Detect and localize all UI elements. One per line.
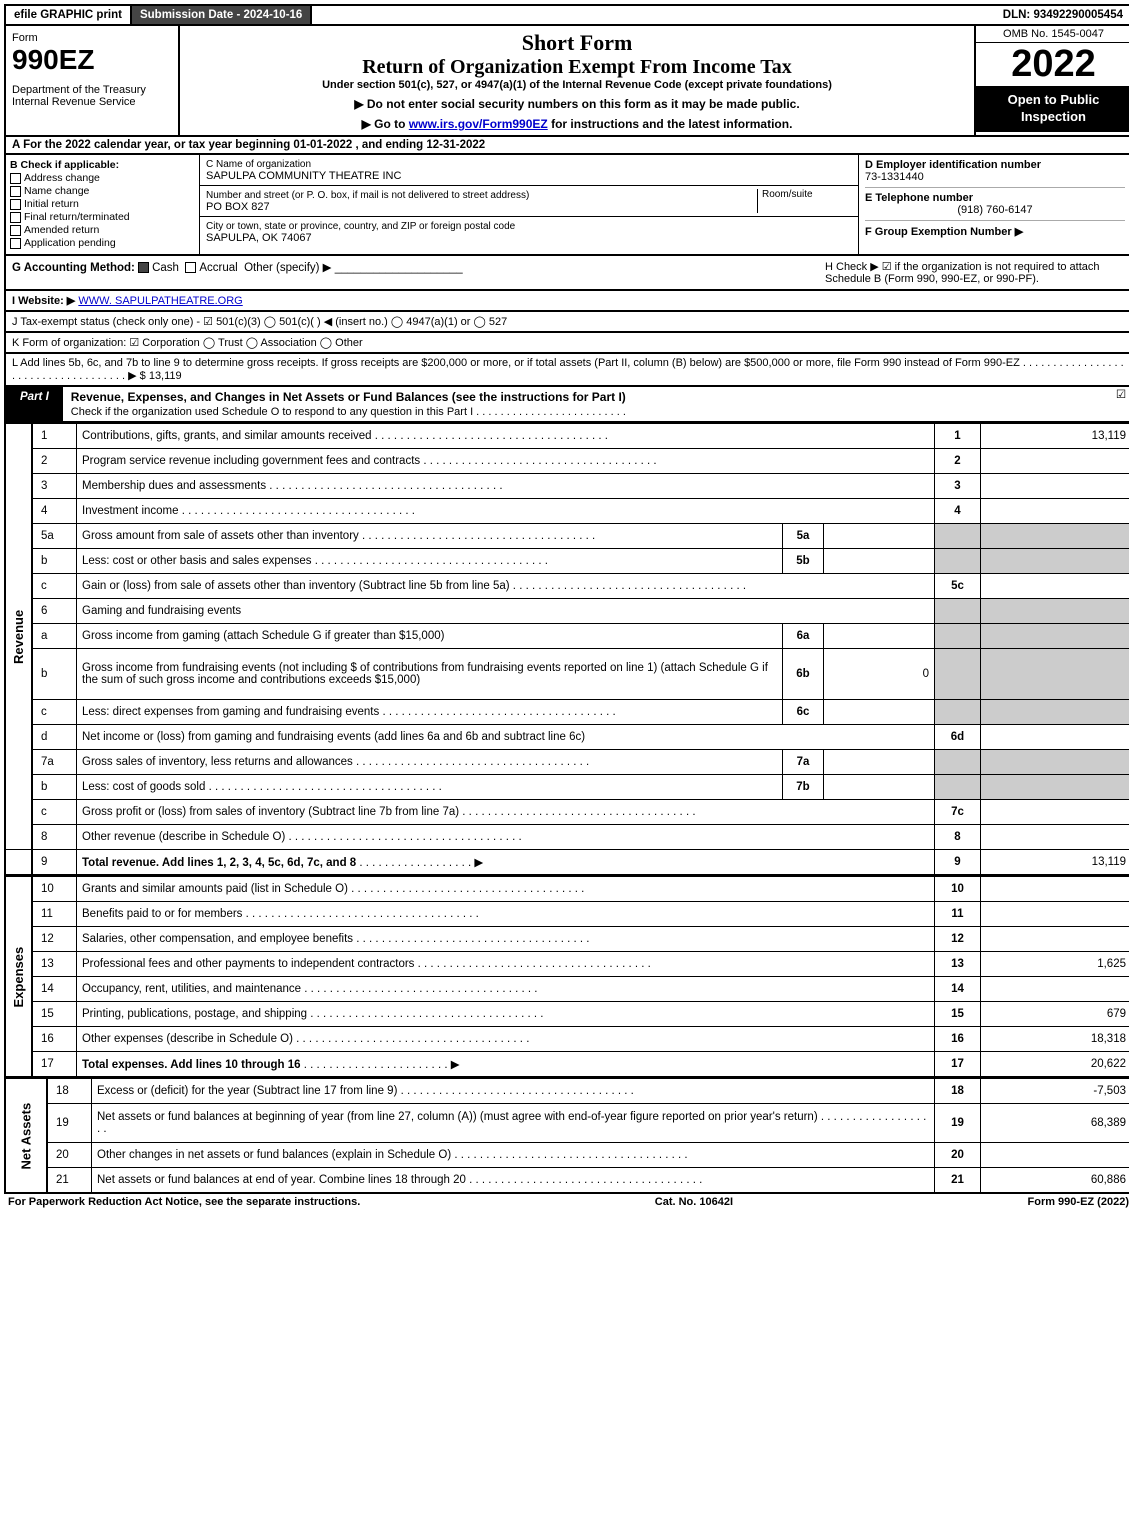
under-section-text: Under section 501(c), 527, or 4947(a)(1)… [184, 79, 970, 91]
dept-label: Department of the Treasury Internal Reve… [12, 84, 172, 108]
i-website-label: I Website: ▶ [12, 295, 75, 307]
val-line-5c [981, 574, 1129, 599]
header-left: Form 990EZ Department of the Treasury In… [6, 26, 180, 135]
form-number: 990EZ [12, 44, 172, 76]
val-line-12 [981, 927, 1129, 952]
page-footer: For Paperwork Reduction Act Notice, see … [4, 1194, 1129, 1210]
c-city-label: City or town, state or province, country… [206, 221, 515, 232]
row-g-h: G Accounting Method: Cash Accrual Other … [4, 256, 1129, 291]
g-label: G Accounting Method: [12, 262, 135, 274]
inspection-notice: Open to Public Inspection [976, 86, 1129, 132]
submission-date: Submission Date - 2024-10-16 [132, 6, 312, 24]
val-line-19: 68,389 [981, 1104, 1129, 1143]
b-label: B Check if applicable: [10, 159, 119, 171]
val-line-14 [981, 977, 1129, 1002]
revenue-table: Revenue 1 Contributions, gifts, grants, … [4, 423, 1129, 876]
val-line-13: 1,625 [981, 952, 1129, 977]
chk-address-change[interactable]: Address change [10, 172, 195, 184]
footer-cat-no: Cat. No. 10642I [655, 1196, 733, 1208]
phone-value: (918) 760-6147 [865, 204, 1125, 216]
short-form-title: Short Form [184, 30, 970, 56]
header-right: OMB No. 1545-0047 2022 Open to Public In… [974, 26, 1129, 135]
form-header: Form 990EZ Department of the Treasury In… [4, 26, 1129, 137]
footer-left: For Paperwork Reduction Act Notice, see … [8, 1196, 360, 1208]
netassets-sidelabel: Net Assets [5, 1079, 47, 1194]
form-word: Form [12, 32, 38, 44]
chk-name-change[interactable]: Name change [10, 185, 195, 197]
val-line-11 [981, 902, 1129, 927]
part-i-title: Revenue, Expenses, and Changes in Net As… [63, 387, 1111, 421]
row-k: K Form of organization: ☑ Corporation ◯ … [4, 333, 1129, 354]
row-j: J Tax-exempt status (check only one) - ☑… [4, 312, 1129, 333]
c-street-label: Number and street (or P. O. box, if mail… [206, 190, 529, 201]
tax-year: 2022 [976, 43, 1129, 86]
val-line-3 [981, 474, 1129, 499]
row-a-calendar: A For the 2022 calendar year, or tax yea… [4, 137, 1129, 155]
val-line-4 [981, 499, 1129, 524]
instruction-link: ▶ Go to www.irs.gov/Form990EZ for instru… [184, 117, 970, 131]
org-name: SAPULPA COMMUNITY THEATRE INC [206, 170, 401, 182]
omb-number: OMB No. 1545-0047 [976, 26, 1129, 43]
chk-cash[interactable] [138, 262, 149, 273]
val-line-8 [981, 825, 1129, 850]
val-line-16: 18,318 [981, 1027, 1129, 1052]
val-line-7c [981, 800, 1129, 825]
val-line-15: 679 [981, 1002, 1129, 1027]
col-c-nameaddr: C Name of organization SAPULPA COMMUNITY… [200, 155, 859, 254]
col-d-ein: D Employer identification number 73-1331… [859, 155, 1129, 254]
part-i-header: Part I Revenue, Expenses, and Changes in… [4, 387, 1129, 423]
netassets-table: Net Assets 18 Excess or (deficit) for th… [4, 1078, 1129, 1194]
val-line-6d [981, 725, 1129, 750]
val-line-21: 60,886 [981, 1168, 1129, 1194]
val-line-10 [981, 877, 1129, 902]
main-info-block: B Check if applicable: Address change Na… [4, 155, 1129, 256]
val-line-2 [981, 449, 1129, 474]
return-title: Return of Organization Exempt From Incom… [184, 56, 970, 79]
val-line-17: 20,622 [981, 1052, 1129, 1078]
val-line-9: 13,119 [981, 850, 1129, 876]
chk-final-return[interactable]: Final return/terminated [10, 211, 195, 223]
header-mid: Short Form Return of Organization Exempt… [180, 26, 974, 135]
e-label: E Telephone number [865, 192, 973, 204]
revenue-sidelabel: Revenue [5, 424, 32, 850]
f-label: F Group Exemption Number ▶ [865, 226, 1023, 238]
d-label: D Employer identification number [865, 159, 1041, 171]
val-line-18: -7,503 [981, 1079, 1129, 1104]
dln-number: DLN: 93492290005454 [995, 6, 1129, 24]
row-i: I Website: ▶ WWW. SAPULPATHEATRE.ORG [4, 291, 1129, 312]
chk-amended-return[interactable]: Amended return [10, 224, 195, 236]
chk-accrual[interactable] [185, 262, 196, 273]
val-line-6b: 0 [824, 649, 935, 700]
row-l: L Add lines 5b, 6c, and 7b to line 9 to … [4, 354, 1129, 387]
org-street: PO BOX 827 [206, 201, 270, 213]
expenses-sidelabel: Expenses [5, 877, 32, 1078]
col-b-checkboxes: B Check if applicable: Address change Na… [6, 155, 200, 254]
room-suite-label: Room/suite [757, 189, 852, 213]
top-bar: efile GRAPHIC print Submission Date - 20… [4, 4, 1129, 26]
instruction-ssn: ▶ Do not enter social security numbers o… [184, 97, 970, 111]
efile-label[interactable]: efile GRAPHIC print [6, 6, 132, 24]
website-link[interactable]: WWW. SAPULPATHEATRE.ORG [78, 295, 242, 307]
chk-application-pending[interactable]: Application pending [10, 237, 195, 249]
val-line-20 [981, 1143, 1129, 1168]
ein-value: 73-1331440 [865, 171, 924, 183]
part-i-checkbox[interactable]: ☑ [1111, 387, 1129, 421]
val-line-1: 13,119 [981, 424, 1129, 449]
org-city: SAPULPA, OK 74067 [206, 232, 312, 244]
c-name-label: C Name of organization [206, 159, 311, 170]
irs-link[interactable]: www.irs.gov/Form990EZ [409, 117, 548, 131]
part-i-tab: Part I [6, 387, 63, 421]
chk-initial-return[interactable]: Initial return [10, 198, 195, 210]
footer-form: Form 990-EZ (2022) [1028, 1196, 1129, 1208]
h-schedule-b: H Check ▶ ☑ if the organization is not r… [825, 260, 1125, 285]
expenses-table: Expenses 10 Grants and similar amounts p… [4, 876, 1129, 1078]
